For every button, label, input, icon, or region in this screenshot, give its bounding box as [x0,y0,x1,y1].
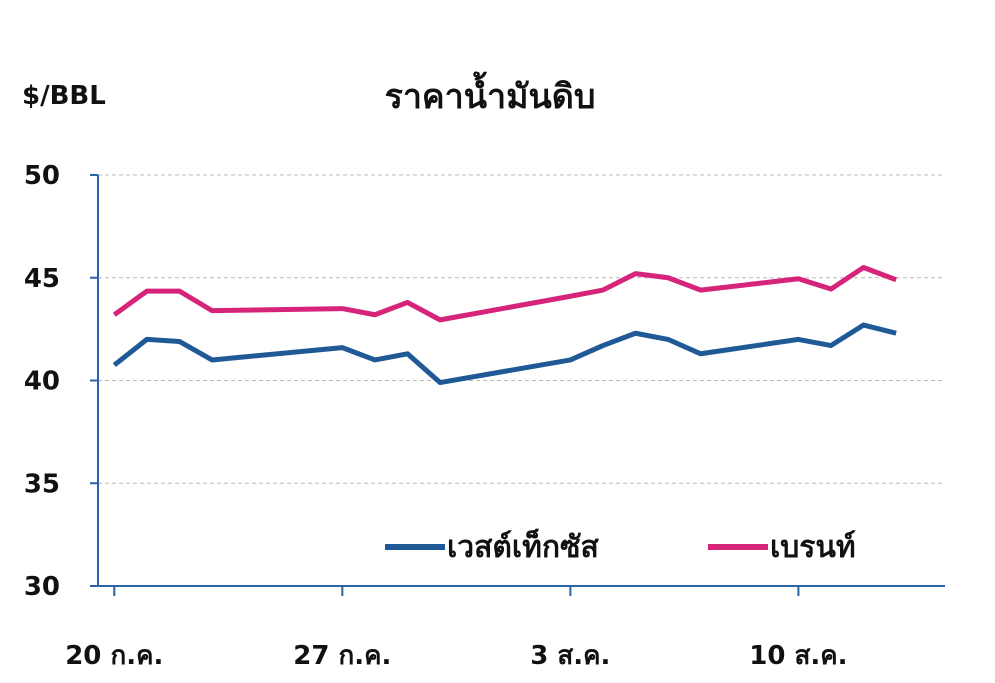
legend-label: เบรนท์ [770,530,856,565]
y-tick-label: 40 [24,367,60,397]
legend-label: เวสต์เท็กซัส [447,528,599,565]
y-tick-label: 35 [24,469,60,499]
y-tick-label: 30 [24,572,60,602]
series-line [112,322,897,386]
x-tick-label: 10 ส.ค. [749,641,847,671]
chart-title: ราคาน้ำมันดิบ [385,71,596,117]
x-tick-label: 27 ก.ค. [293,641,391,671]
series-line [112,264,898,323]
y-tick-label: 45 [24,264,60,294]
x-tick-label: 20 ก.ค. [65,641,163,671]
x-tick-label: 3 ส.ค. [530,641,610,671]
y-tick-label: 50 [24,161,60,191]
y-axis-label: $/BBL [22,81,106,111]
